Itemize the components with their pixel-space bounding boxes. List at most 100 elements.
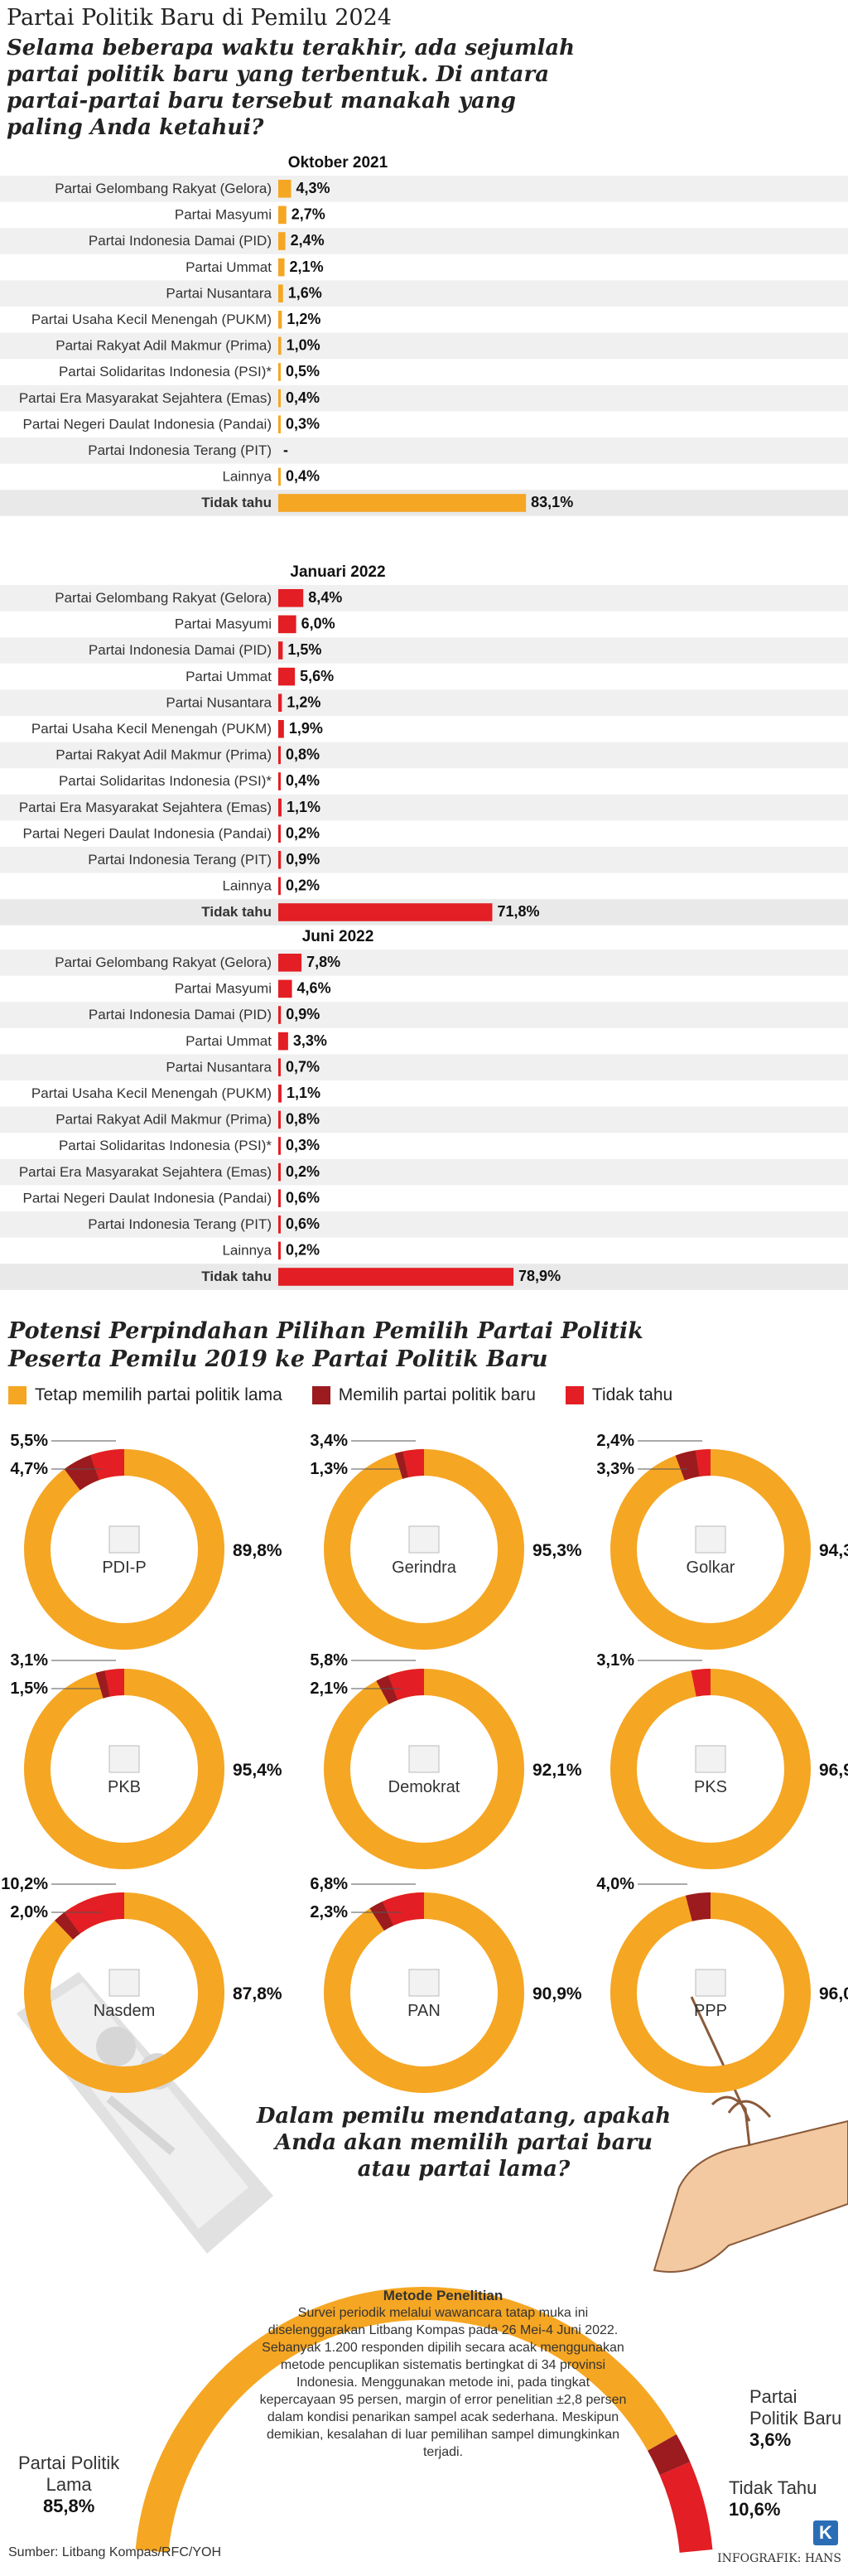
row-stripe [0,637,848,664]
bar-category-label: Lainnya [222,1243,272,1259]
hand-illustration [653,1996,848,2273]
donut-label-lama: 89,8% [233,1541,282,1560]
legend-swatch-darkred [311,1386,330,1404]
legend-label-tidak-tahu: Tidak tahu [591,1385,673,1404]
donut-ppp: PPP 96,0% 4,0% [596,1875,848,2093]
bar [278,954,302,972]
bar-value-label: 6,0% [301,616,335,632]
party-logo-icon [695,1969,726,1997]
donut-label-lama: 87,8% [233,1984,282,2003]
bar-value-label: 2,4% [291,232,325,249]
big-label-lama-value: 85,8% [42,2496,95,2516]
donut-pkb: PKB 95,4% 3,1% 1,5% [10,1651,282,1869]
bar-category-label: Partai Nusantara [166,694,272,710]
bar-category-label: Partai Era Masyarakat Sejahtera (Emas) [19,390,272,406]
bar-value-label: 0,7% [286,1058,320,1075]
bar-category-label: Partai Gelombang Rakyat (Gelora) [55,955,272,970]
bar-value-label: 0,2% [286,1242,320,1259]
bar [278,494,527,512]
bar-category-label: Partai Masyumi [175,207,272,223]
bar-category-label: Partai Era Masyarakat Sejahtera (Emas) [19,800,272,815]
bar-category-label: Lainnya [222,878,272,894]
bar [278,903,493,921]
bar-category-label: Partai Usaha Kecil Menengah (PUKM) [31,1085,272,1101]
bar-category-label: Partai Solidaritas Indonesia (PSI)* [59,773,272,789]
bar-category-label: Partai Solidaritas Indonesia (PSI)* [59,1138,272,1153]
bar-category-label: Partai Indonesia Damai (PID) [89,642,272,658]
row-stripe [0,176,848,202]
bar-category-label: Partai Rakyat Adil Makmur (Prima) [55,747,272,763]
donut-slice-tidak-tahu [691,1669,711,1697]
bar-value-label: 0,2% [286,877,320,894]
bar-category-label: Lainnya [222,469,272,485]
donut-label-baru: 1,3% [310,1460,348,1478]
bar-value-label: 4,6% [297,980,331,997]
donut-slice-lama [24,1669,224,1869]
bar-value-label: 1,5% [287,641,321,658]
row-stripe [0,1106,848,1133]
donut-label-baru: 2,3% [310,1903,348,1921]
donut-label-lama: 95,4% [233,1761,282,1780]
party-logo-icon [108,1745,140,1773]
bar [278,336,282,355]
bar [278,284,283,302]
big-label-lama-line2: Lama [46,2474,92,2495]
bar-category-label: Partai Negeri Daulat Indonesia (Pandai) [22,1190,272,1206]
donut-label-tidak-tahu: 5,5% [10,1432,48,1450]
bar-value-label: 1,1% [287,799,320,815]
donut-slice-baru [369,1901,394,1931]
donut-pdi-p: PDI-P 89,8% 5,5% 4,7% [10,1432,282,1650]
bar-category-label: Partai Gelombang Rakyat (Gelora) [55,181,272,196]
bar [278,1006,282,1024]
bar-panel-title: Juni 2022 [302,928,374,945]
method-title: Metode Penelitian [383,2288,504,2303]
bar-category-label: Partai Nusantara [166,1059,272,1075]
bar-value-label: 3,3% [293,1032,327,1049]
bar-category-label: Partai Ummat [186,669,272,684]
donut-label-tidak-tahu: 6,8% [310,1875,348,1893]
donut-label-lama: 96,0% [819,1984,848,2003]
donut-label-baru: 2,0% [10,1903,48,1921]
legend-swatch-orange [8,1386,26,1404]
bar [278,1032,288,1051]
donut-label-lama: 94,3% [819,1541,848,1560]
donut-slice-baru [95,1670,110,1699]
donut-golkar: Golkar 94,3% 2,4% 3,3% [596,1432,848,1650]
row-stripe [0,847,848,873]
bar-charts: Oktober 2021 Partai Gelombang Rakyat (Gel… [0,154,848,1290]
row-stripe [0,228,848,254]
bar [278,258,285,277]
bar [278,1162,281,1182]
donut-pks: PKS 96,9% 3,1% [596,1651,848,1869]
bar-category-label: Partai Rakyat Adil Makmur (Prima) [55,338,272,354]
bar [278,1216,281,1234]
party-name: Nasdem [94,2002,155,2020]
donut-slice-tidak-tahu [90,1449,125,1481]
donut-slice-tidak-tahu [402,1449,425,1478]
party-name: Golkar [687,1559,735,1577]
donut-label-baru: 4,7% [10,1460,48,1478]
donut-slice-baru [675,1450,701,1481]
bar-value-label: 0,4% [286,389,320,406]
bar-category-label: Tidak tahu [201,904,272,920]
survey-question: Selama beberapa waktu terakhir, ada seju… [7,36,576,140]
row-stripe [0,384,848,412]
bar-value-label: 0,9% [286,1006,320,1022]
legend-swatch-red [565,1386,584,1404]
big-label-tt-line1: Tidak Tahu [729,2477,817,2498]
bar [278,615,296,634]
bar [278,1137,281,1155]
donut-label-tidak-tahu: 2,4% [596,1432,634,1450]
donut-label-lama: 95,3% [532,1541,582,1560]
row-stripe [0,585,848,611]
bar-category-label: Tidak tahu [201,1269,272,1284]
bar-value-label: - [283,442,288,458]
bar [278,746,281,765]
party-name: PDI-P [102,1559,146,1577]
bar-value-label: 0,3% [286,1137,320,1153]
bar-value-label: 2,7% [292,206,325,223]
bar [278,389,281,408]
bar [278,667,296,686]
source-note: Sumber: Litbang Kompas/RFC/YOH [8,2545,221,2559]
big-label-baru-line1: Partai [749,2386,797,2407]
